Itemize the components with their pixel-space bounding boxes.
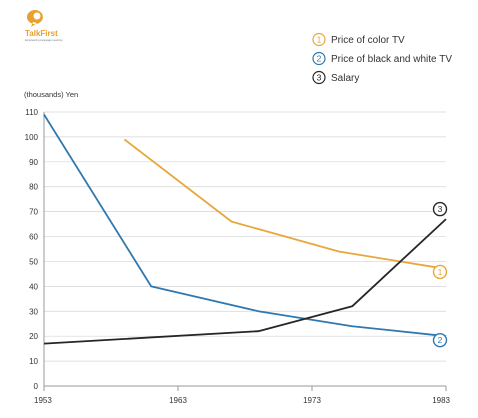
- talkfirst-logo: TalkFirst Empowering Language Learning: [25, 10, 63, 42]
- y-tick-label: 80: [29, 183, 38, 192]
- y-tick-label: 90: [29, 158, 38, 167]
- legend-marker-label: 1: [317, 35, 322, 45]
- series-marker-label: 2: [438, 335, 443, 345]
- legend-entry: Price of black and white TV: [331, 54, 452, 65]
- x-tick-label: 1953: [34, 396, 52, 405]
- y-tick-label: 70: [29, 208, 38, 217]
- legend-marker-circle: [312, 51, 326, 66]
- legend-marker-circle: [312, 70, 326, 85]
- series-marker-circle: [432, 332, 448, 348]
- logo-tagline: Empowering Language Learning: [25, 38, 63, 42]
- series-line: [43, 218, 447, 345]
- grid: [43, 111, 446, 387]
- x-tick-label: 1963: [169, 396, 187, 405]
- legend-entry: Price of color TV: [331, 35, 405, 46]
- y-tick-label: 10: [29, 357, 38, 366]
- y-tick-label: 100: [25, 133, 39, 142]
- series-markers: 1 2 3: [432, 201, 448, 348]
- y-tick-label: 60: [29, 233, 38, 242]
- series-marker-circle: [432, 201, 448, 217]
- series-line: [123, 138, 447, 270]
- legend-entry: Salary: [331, 73, 359, 84]
- logo-name: TalkFirst: [25, 29, 58, 38]
- legend-marker-label: 2: [317, 54, 322, 64]
- legend-marker-label: 3: [317, 73, 322, 83]
- series-marker-label: 3: [438, 204, 443, 214]
- y-axis-ticks: 0 10 20 30 40 50 60 70 80 90 100 110: [25, 108, 39, 391]
- series-marker-label: 1: [438, 267, 443, 277]
- legend: 1 Price of color TV 2 Price of black and wh…: [312, 32, 452, 85]
- y-tick-label: 30: [29, 307, 38, 316]
- legend-marker-circle: [312, 32, 326, 47]
- y-tick-label: 110: [25, 108, 38, 117]
- x-tick-label: 1983: [432, 396, 450, 405]
- y-tick-label: 40: [29, 282, 38, 291]
- series-marker-circle: [432, 264, 448, 280]
- x-axis-ticks: 1953 1963 1973 1983: [34, 386, 451, 405]
- y-tick-label: 20: [29, 332, 38, 341]
- x-tick-label: 1973: [303, 396, 321, 405]
- y-axis-label: (thousands) Yen: [24, 90, 78, 99]
- y-tick-label: 50: [29, 257, 38, 266]
- series-group: [43, 114, 447, 345]
- y-tick-label: 0: [34, 382, 39, 391]
